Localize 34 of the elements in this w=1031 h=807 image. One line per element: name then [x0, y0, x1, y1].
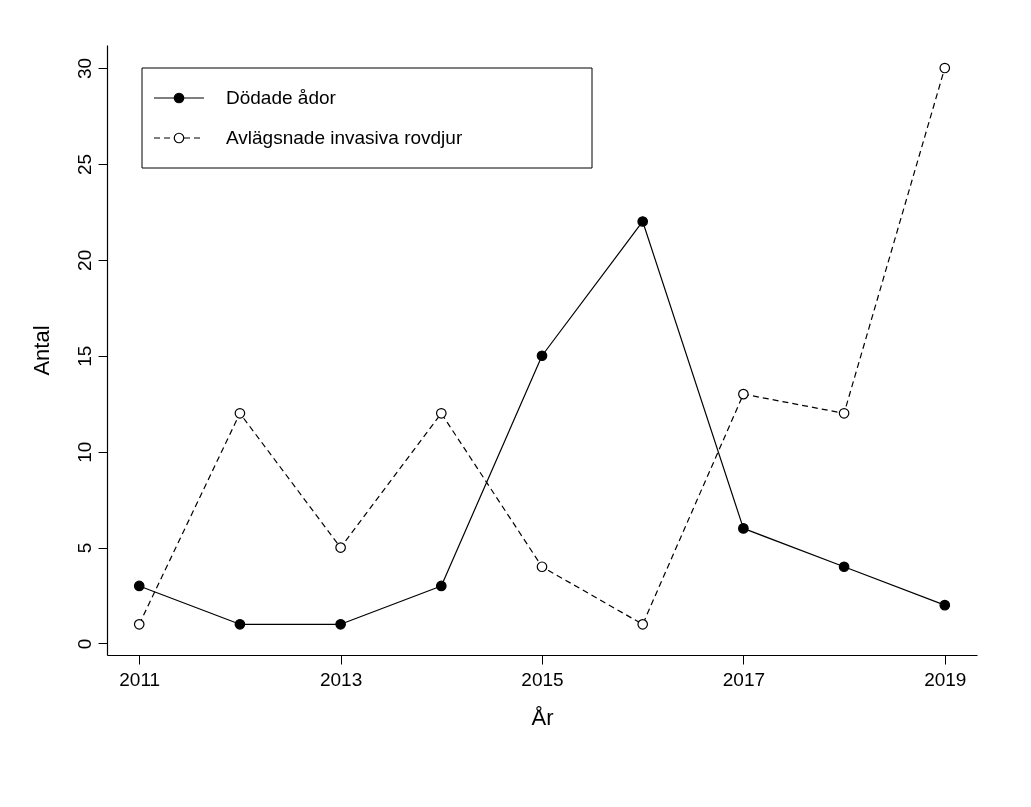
y-tick-label: 20 [73, 249, 95, 271]
y-tick-label: 15 [73, 345, 95, 367]
point [335, 542, 346, 553]
point [435, 407, 447, 419]
x-tick-label: 2011 [119, 668, 161, 690]
point [838, 407, 850, 419]
x-axis-title: År [531, 704, 554, 730]
legend-label: Dödade ådor [226, 87, 337, 108]
point [637, 216, 649, 227]
point [133, 580, 145, 592]
point [939, 62, 951, 74]
point [335, 618, 346, 630]
point [234, 618, 246, 630]
x-tick-label: 2019 [924, 668, 967, 690]
x-tick-label: 2017 [722, 668, 766, 690]
y-tick-label: 0 [73, 638, 95, 650]
y-axis-title: Antal [28, 325, 54, 376]
x-tick-label: 2013 [319, 668, 363, 690]
point [637, 618, 649, 630]
x-tick-label: 2015 [521, 668, 564, 690]
point [738, 523, 749, 534]
y-tick-label: 5 [73, 542, 95, 554]
y-tick-label: 10 [73, 441, 95, 463]
point [838, 561, 850, 573]
y-tick-label: 25 [73, 153, 95, 175]
point [738, 388, 749, 400]
y-tick-label: 30 [73, 57, 95, 80]
point [435, 580, 447, 592]
point [939, 599, 951, 611]
point [536, 561, 548, 573]
point [234, 407, 246, 419]
legend-label: Avlägsnade invasiva rovdjur [226, 127, 463, 148]
point [536, 350, 548, 362]
point [133, 618, 145, 630]
